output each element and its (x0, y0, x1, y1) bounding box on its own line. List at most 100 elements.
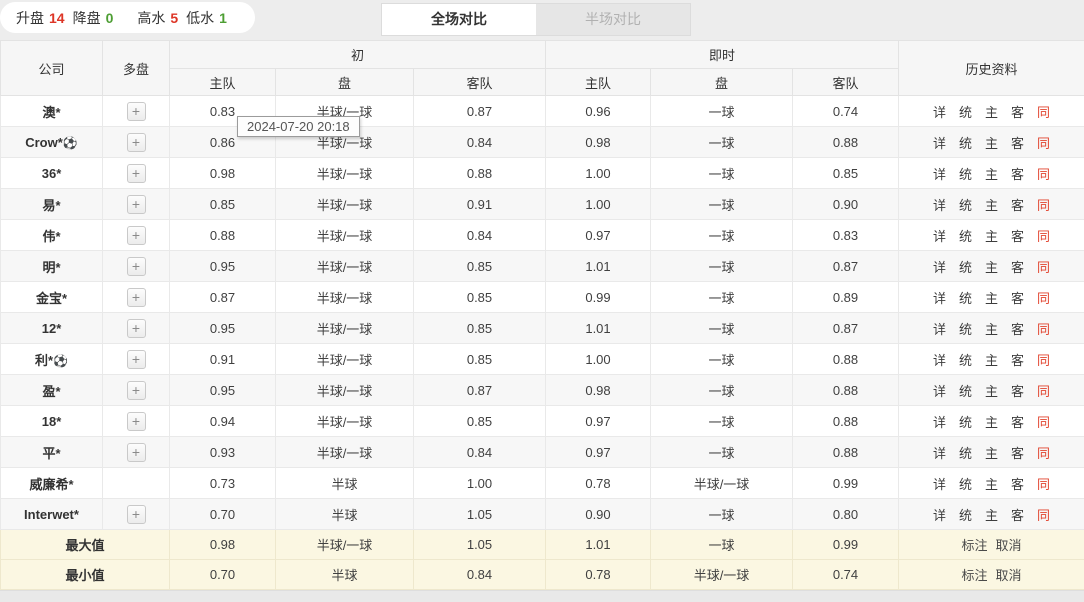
away-history-link[interactable]: 客 (1011, 321, 1025, 337)
stats-link[interactable]: 统 (958, 166, 972, 182)
expand-multi-odds-button[interactable]: + (126, 256, 146, 276)
detail-link[interactable]: 详 (932, 228, 946, 244)
away-history-link[interactable]: 客 (1011, 135, 1025, 151)
away-history-link[interactable]: 客 (1011, 476, 1025, 492)
mark-link[interactable]: 标注 (961, 568, 988, 583)
away-history-link[interactable]: 客 (1011, 507, 1025, 523)
expand-multi-odds-button[interactable]: + (126, 380, 146, 400)
stats-link[interactable]: 统 (958, 352, 972, 368)
same-odds-link[interactable]: 同 (1037, 321, 1051, 337)
initial-handicap: 半球/一球 (275, 250, 414, 282)
detail-link[interactable]: 详 (932, 135, 946, 151)
home-history-link[interactable]: 主 (985, 197, 999, 213)
company-name: Interwet* (24, 506, 79, 522)
home-history-link[interactable]: 主 (985, 321, 999, 337)
stats-link[interactable]: 统 (958, 414, 972, 430)
expand-multi-odds-button[interactable]: + (126, 504, 146, 524)
detail-link[interactable]: 详 (932, 104, 946, 120)
history-links-cell: 详统主客同 (898, 467, 1084, 499)
away-history-link[interactable]: 客 (1011, 259, 1025, 275)
away-history-link[interactable]: 客 (1011, 445, 1025, 461)
expand-multi-odds-button[interactable]: + (126, 225, 146, 245)
home-history-link[interactable]: 主 (985, 290, 999, 306)
stats-link[interactable]: 统 (958, 197, 972, 213)
away-history-link[interactable]: 客 (1011, 104, 1025, 120)
away-history-link[interactable]: 客 (1011, 197, 1025, 213)
same-odds-link[interactable]: 同 (1037, 507, 1051, 523)
same-odds-link[interactable]: 同 (1037, 352, 1051, 368)
max-value-label: 最大值 (0, 529, 170, 560)
detail-link[interactable]: 详 (932, 383, 946, 399)
stats-link[interactable]: 统 (958, 135, 972, 151)
company-name: 36* (41, 165, 62, 181)
same-odds-link[interactable]: 同 (1037, 135, 1051, 151)
stats-link[interactable]: 统 (958, 507, 972, 523)
home-history-link[interactable]: 主 (985, 135, 999, 151)
away-history-link[interactable]: 客 (1011, 228, 1025, 244)
home-history-link[interactable]: 主 (985, 259, 999, 275)
multi-odds-cell (102, 467, 170, 499)
home-history-link[interactable]: 主 (985, 383, 999, 399)
expand-multi-odds-button[interactable]: + (126, 163, 146, 183)
detail-link[interactable]: 详 (932, 414, 946, 430)
away-history-link[interactable]: 客 (1011, 290, 1025, 306)
expand-multi-odds-button[interactable]: + (126, 101, 146, 121)
same-odds-link[interactable]: 同 (1037, 414, 1051, 430)
detail-link[interactable]: 详 (932, 352, 946, 368)
expand-multi-odds-button[interactable]: + (126, 318, 146, 338)
expand-multi-odds-button[interactable]: + (126, 349, 146, 369)
stats-link[interactable]: 统 (958, 476, 972, 492)
cancel-link[interactable]: 取消 (995, 568, 1022, 583)
stats-link[interactable]: 统 (958, 104, 972, 120)
tab-half-match[interactable]: 半场对比 (536, 4, 690, 35)
expand-multi-odds-button[interactable]: + (126, 287, 146, 307)
same-odds-link[interactable]: 同 (1037, 476, 1051, 492)
stats-link[interactable]: 统 (958, 383, 972, 399)
expand-multi-odds-button[interactable]: + (126, 194, 146, 214)
home-history-link[interactable]: 主 (985, 352, 999, 368)
detail-link[interactable]: 详 (932, 476, 946, 492)
away-history-link[interactable]: 客 (1011, 166, 1025, 182)
away-history-link[interactable]: 客 (1011, 383, 1025, 399)
detail-link[interactable]: 详 (932, 166, 946, 182)
expand-multi-odds-button[interactable]: + (126, 442, 146, 462)
expand-multi-odds-button[interactable]: + (126, 132, 146, 152)
stats-link[interactable]: 统 (958, 228, 972, 244)
mark-link[interactable]: 标注 (961, 538, 988, 553)
home-history-link[interactable]: 主 (985, 476, 999, 492)
detail-link[interactable]: 详 (932, 197, 946, 213)
same-odds-link[interactable]: 同 (1037, 259, 1051, 275)
away-history-link[interactable]: 客 (1011, 352, 1025, 368)
live-handicap: 一球 (650, 126, 793, 158)
detail-link[interactable]: 详 (932, 259, 946, 275)
home-history-link[interactable]: 主 (985, 445, 999, 461)
multi-odds-column-header: 多盘 (102, 40, 170, 96)
home-history-link[interactable]: 主 (985, 507, 999, 523)
detail-link[interactable]: 详 (932, 445, 946, 461)
cancel-link[interactable]: 取消 (995, 538, 1022, 553)
detail-link[interactable]: 详 (932, 507, 946, 523)
same-odds-link[interactable]: 同 (1037, 104, 1051, 120)
same-odds-link[interactable]: 同 (1037, 445, 1051, 461)
stats-link[interactable]: 统 (958, 290, 972, 306)
stats-link[interactable]: 统 (958, 321, 972, 337)
same-odds-link[interactable]: 同 (1037, 166, 1051, 182)
expand-multi-odds-button[interactable]: + (126, 411, 146, 431)
home-history-link[interactable]: 主 (985, 228, 999, 244)
away-history-link[interactable]: 客 (1011, 414, 1025, 430)
home-history-link[interactable]: 主 (985, 104, 999, 120)
multi-odds-cell: + (102, 312, 170, 344)
initial-away-odds: 0.84 (413, 436, 546, 468)
stats-link[interactable]: 统 (958, 445, 972, 461)
stats-link[interactable]: 统 (958, 259, 972, 275)
same-odds-link[interactable]: 同 (1037, 290, 1051, 306)
same-odds-link[interactable]: 同 (1037, 383, 1051, 399)
home-history-link[interactable]: 主 (985, 414, 999, 430)
tab-full-match[interactable]: 全场对比 (382, 4, 536, 35)
initial-handicap: 半球/一球 (275, 312, 414, 344)
same-odds-link[interactable]: 同 (1037, 197, 1051, 213)
home-history-link[interactable]: 主 (985, 166, 999, 182)
detail-link[interactable]: 详 (932, 321, 946, 337)
same-odds-link[interactable]: 同 (1037, 228, 1051, 244)
detail-link[interactable]: 详 (932, 290, 946, 306)
